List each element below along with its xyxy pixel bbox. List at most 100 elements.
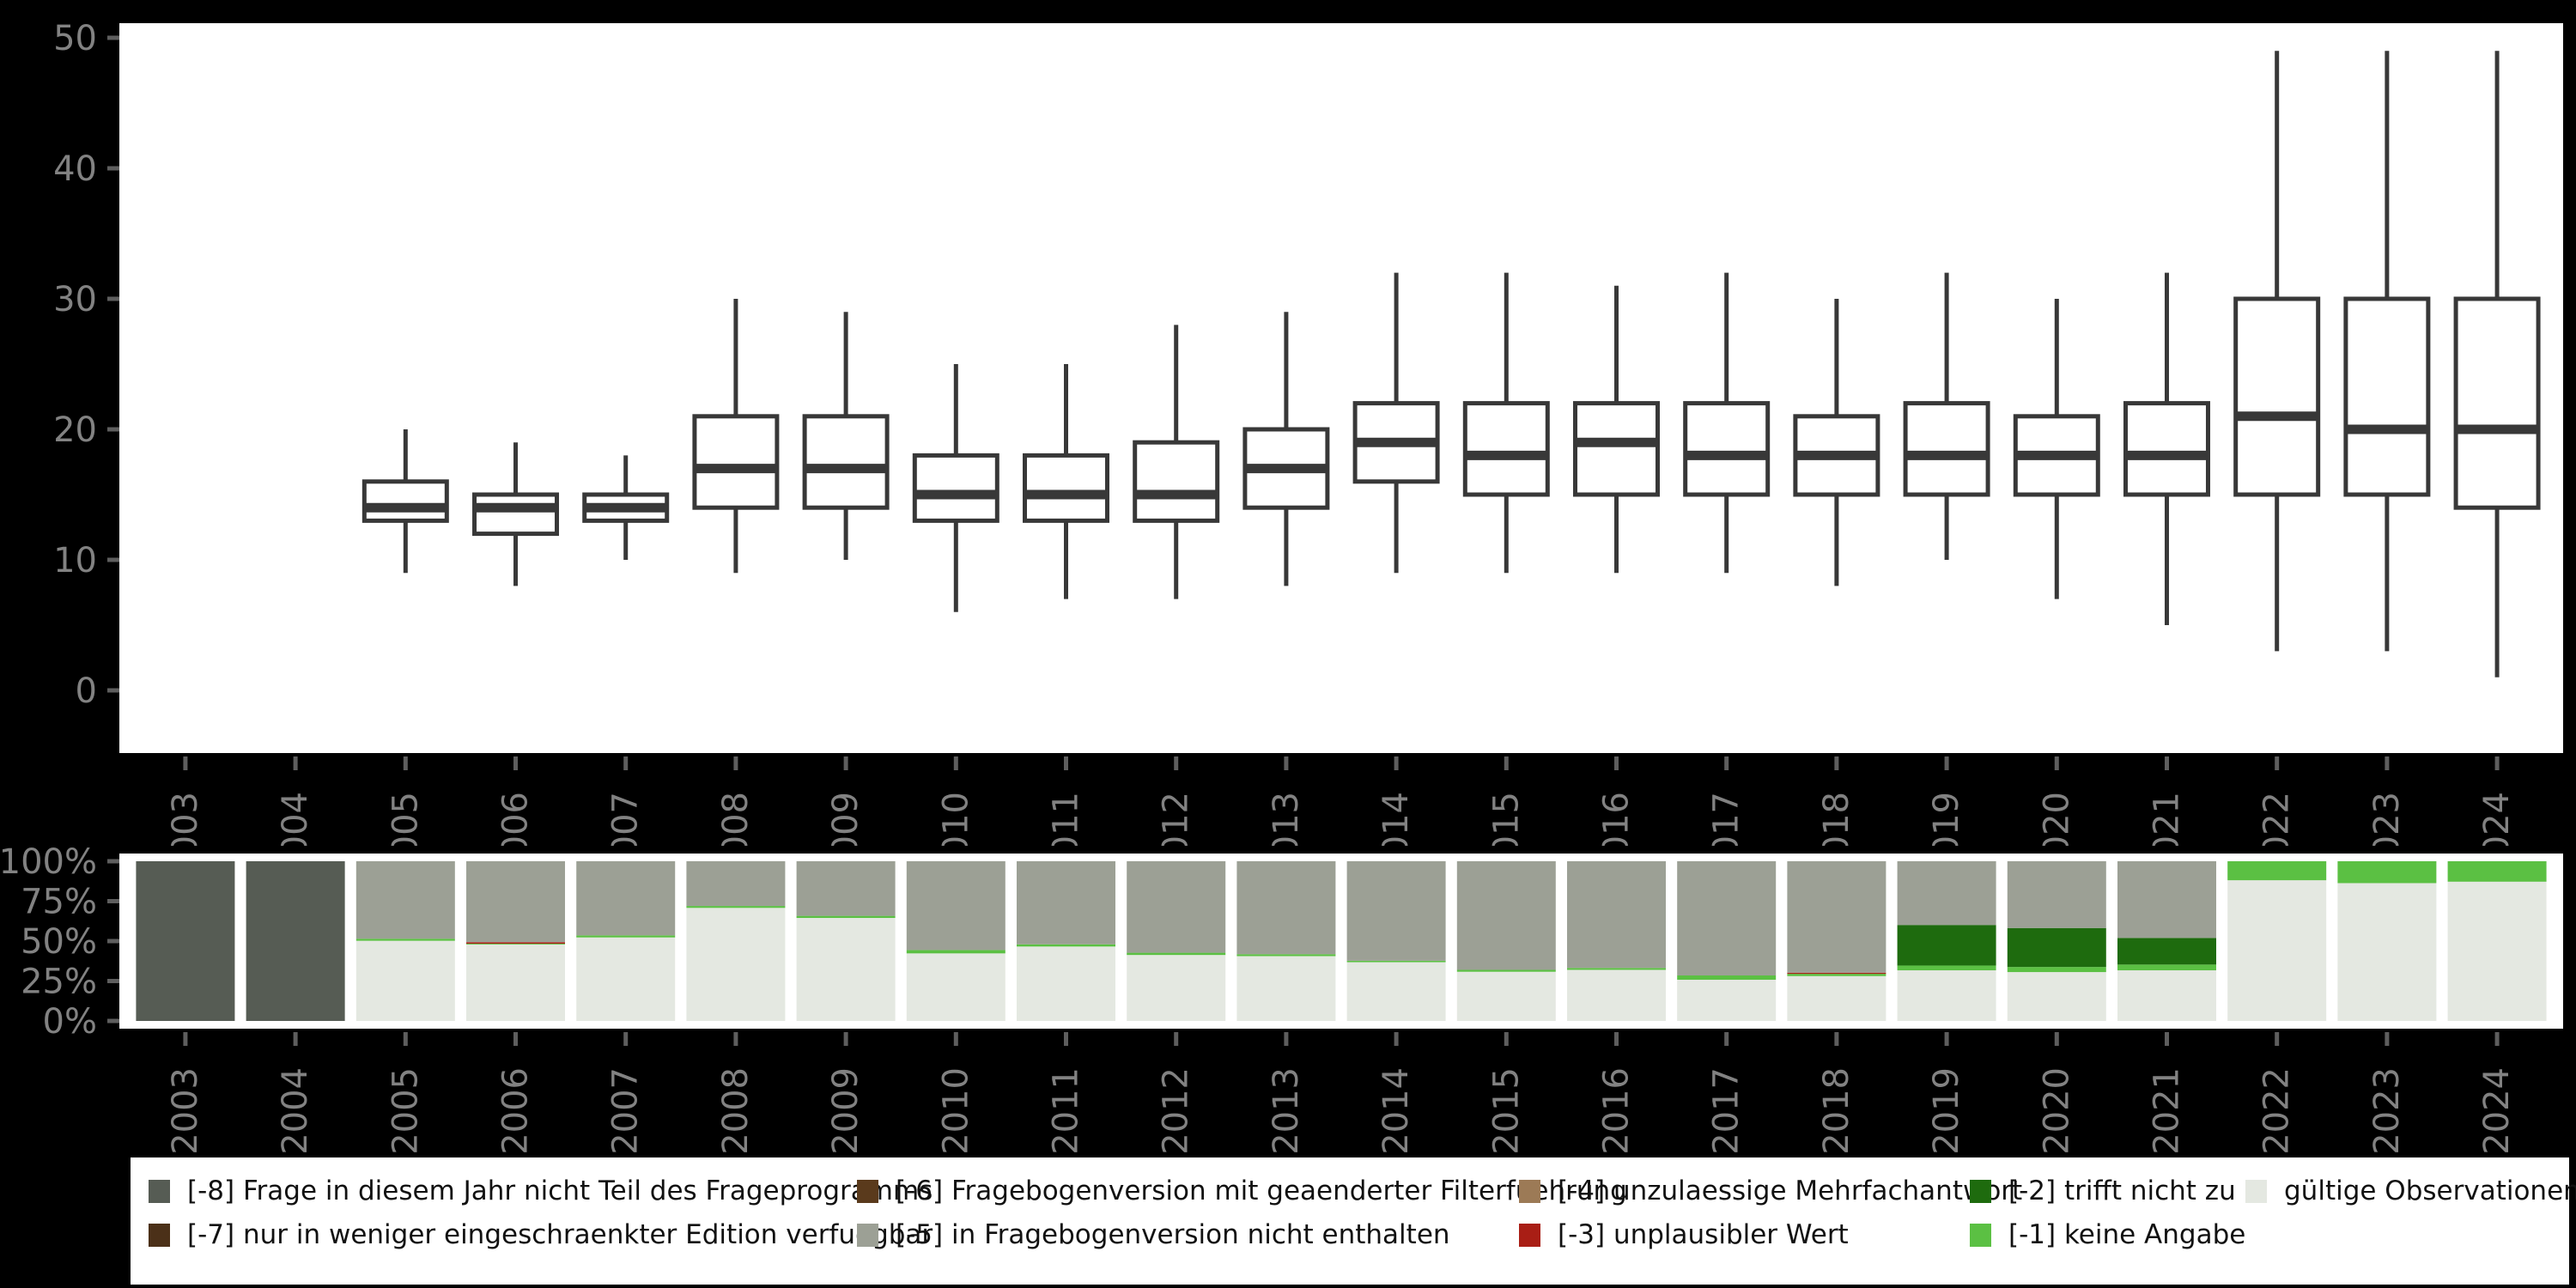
box-iqr — [2343, 296, 2431, 497]
box-iqr — [361, 479, 449, 523]
bar-segment-valid — [2447, 881, 2547, 1021]
x-axis-year-label: 2023 — [2367, 1067, 2407, 1155]
bar-segment-m1 — [1236, 954, 1336, 957]
legend-column-1: [-8] Frage in diesem Jahr nicht Teil des… — [149, 1157, 933, 1267]
legend-label-minus6: [-6] Fragebogenversion mit geaenderter F… — [896, 1176, 1627, 1206]
box-iqr — [2453, 296, 2541, 510]
legend-label-valid: gültige Observationen — [2284, 1176, 2576, 1206]
bar-segment-valid — [466, 944, 566, 1021]
legend-item-minus8: [-8] Frage in diesem Jahr nicht Teil des… — [149, 1178, 933, 1205]
bar-segment-m5 — [686, 861, 786, 907]
bar-segment-valid — [2007, 972, 2106, 1021]
boxplot-panel — [119, 23, 2563, 753]
bar-segment-valid — [1127, 955, 1226, 1021]
x-axis-year-label: 2003 — [166, 1067, 205, 1155]
x-axis-year-label: 2004 — [276, 1067, 315, 1155]
stacked-bar-chart: 0%25%50%75%100% 2003 2004 2005 2006 2007 2008 2… — [0, 846, 2563, 1155]
legend-label-minus2: [-2] trifft nicht zu — [2008, 1176, 2236, 1206]
x-axis-year-label: 2018 — [1817, 792, 1856, 846]
x-axis-year-label: 2021 — [2147, 1067, 2186, 1155]
x-axis-year-label: 2005 — [386, 1067, 425, 1155]
legend-item-minus6: [-6] Fragebogenversion mit geaenderter F… — [857, 1176, 1627, 1206]
bar-segment-m1 — [1787, 974, 1886, 976]
bar-segment-valid — [1677, 980, 1777, 1021]
bar-segment-m5 — [466, 861, 566, 943]
x-axis-year-label: 2010 — [936, 1067, 975, 1155]
x-axis-year-label: 2024 — [2477, 1067, 2517, 1155]
bar-segment-m5 — [1456, 861, 1556, 970]
boxplot-chart: 0 10 20 30 40 50 2003 2004 2005 2006 2007 2008 2009 2… — [53, 19, 2563, 846]
pct-axis-label: 25% — [21, 963, 97, 1002]
x-axis-year-label: 2008 — [716, 792, 756, 846]
box-iqr — [692, 414, 780, 510]
x-axis-year-label: 2012 — [1157, 792, 1196, 846]
bar-segment-m1 — [355, 939, 455, 941]
bar-segment-valid — [1787, 975, 1886, 1021]
bar-segment-m5 — [1566, 861, 1666, 969]
x-axis-year-label: 2008 — [716, 1067, 756, 1155]
bar-segment-m8 — [136, 861, 235, 1021]
bar-segment-valid — [1566, 969, 1666, 1021]
x-axis-year-label: 2007 — [606, 1067, 646, 1155]
bar-segment-valid — [1017, 946, 1116, 1021]
bar-segment-valid — [576, 937, 676, 1021]
legend-swatch-minus6-icon — [857, 1180, 878, 1203]
box-iqr — [1023, 453, 1110, 523]
bar-segment-m1 — [2447, 861, 2547, 882]
x-axis-year-label: 2016 — [1596, 1067, 1636, 1155]
pct-axis-label: 50% — [21, 922, 97, 962]
bar-segment-m5 — [796, 861, 896, 916]
bar-segment-valid — [2337, 883, 2437, 1021]
y-axis-label: 50 — [53, 19, 97, 58]
bar-segment-m5 — [1236, 861, 1336, 955]
x-axis-year-label: 2013 — [1267, 1067, 1306, 1155]
box-iqr — [912, 453, 999, 523]
bar-segment-valid — [796, 918, 896, 1021]
legend-item-minus2: [-2] trifft nicht zu — [1970, 1176, 2245, 1206]
legend-swatch-valid-icon — [2245, 1180, 2267, 1203]
bar-segment-m1 — [906, 950, 1005, 954]
legend-item-minus5: [-5] in Fragebogenversion nicht enthalte… — [857, 1222, 1627, 1249]
x-axis-year-label: 2015 — [1486, 1067, 1526, 1155]
legend-swatch-minus4-icon — [1519, 1180, 1540, 1203]
x-axis-year-label: 2022 — [2257, 1067, 2297, 1155]
y-axis-label: 40 — [53, 149, 97, 189]
bar-segment-m1 — [2337, 861, 2437, 884]
legend-column-3: [-4] unzulaessige Mehrfachantwort [-3] u… — [1519, 1157, 2022, 1267]
bar-segment-m5 — [906, 861, 1005, 951]
box-iqr — [802, 414, 890, 510]
pct-axis-label: 100% — [0, 846, 97, 882]
x-axis-year-label: 2023 — [2367, 792, 2407, 846]
box-iqr — [1572, 401, 1660, 497]
y-axis-label: 10 — [53, 541, 97, 580]
pct-axis-label: 0% — [43, 1002, 97, 1042]
x-axis-year-label: 2019 — [1927, 792, 1966, 846]
box-iqr — [1683, 401, 1771, 497]
bar-segment-m1 — [1566, 968, 1666, 970]
legend-item-minus3: [-3] unplausibler Wert — [1519, 1222, 2022, 1249]
x-axis-year-label: 2010 — [936, 792, 975, 846]
bar-segment-m5 — [576, 861, 676, 936]
x-axis-year-label: 2012 — [1157, 1067, 1196, 1155]
box-iqr — [472, 492, 560, 537]
pct-axis-label: 75% — [21, 883, 97, 922]
x-axis-year-label: 2006 — [496, 1067, 536, 1155]
legend-item-minus1: [-1] keine Angabe — [1970, 1222, 2245, 1249]
y-axis-label: 30 — [53, 280, 97, 319]
bar-segment-m5 — [2117, 861, 2216, 939]
bar-segment-m1 — [2117, 964, 2216, 971]
bar-segment-m1 — [686, 906, 786, 908]
bar-segment-valid — [355, 940, 455, 1021]
bar-segment-m1 — [466, 943, 566, 945]
bar-segment-valid — [2117, 970, 2216, 1021]
bar-segment-m1 — [1897, 965, 1996, 971]
y-axis-label: 20 — [53, 410, 97, 450]
bar-segment-m2 — [2007, 927, 2106, 968]
box-iqr — [1903, 401, 1990, 497]
legend-column-2: [-6] Fragebogenversion mit geaenderter F… — [857, 1157, 1627, 1267]
bar-segment-valid — [686, 908, 786, 1021]
x-axis-year-label: 2018 — [1817, 1067, 1856, 1155]
x-axis-year-label: 2017 — [1707, 792, 1747, 846]
legend-label-minus4: [-4] unzulaessige Mehrfachantwort — [1558, 1176, 2023, 1206]
x-axis-year-label: 2021 — [2147, 792, 2186, 846]
